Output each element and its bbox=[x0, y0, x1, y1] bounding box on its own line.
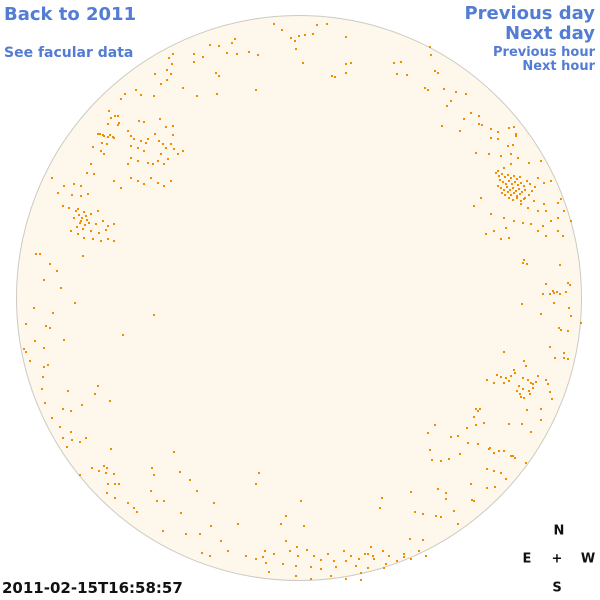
previous-day-link[interactable]: Previous day bbox=[464, 3, 595, 24]
compass-north-label: N bbox=[553, 523, 565, 539]
compass-east-label: E bbox=[522, 551, 532, 567]
compass-south-label: S bbox=[552, 580, 562, 596]
previous-hour-link[interactable]: Previous hour bbox=[493, 45, 595, 60]
next-hour-link[interactable]: Next hour bbox=[522, 59, 595, 74]
facula-dot bbox=[425, 555, 427, 557]
hour-navigation: Previous hour Next hour bbox=[493, 46, 595, 74]
compass-center-cross: + bbox=[551, 551, 563, 567]
facula-dot bbox=[360, 579, 362, 581]
solar-disk bbox=[16, 15, 582, 581]
timestamp: 2011-02-15T16:58:57 bbox=[2, 579, 183, 597]
back-to-year-link[interactable]: Back to 2011 bbox=[4, 4, 137, 25]
compass-west-label: W bbox=[580, 551, 596, 567]
facula-dot bbox=[345, 578, 347, 580]
next-day-link[interactable]: Next day bbox=[505, 23, 595, 44]
facula-dot bbox=[410, 558, 412, 560]
day-navigation: Previous day Next day bbox=[464, 4, 595, 44]
see-facular-data-link[interactable]: See facular data bbox=[4, 45, 134, 61]
